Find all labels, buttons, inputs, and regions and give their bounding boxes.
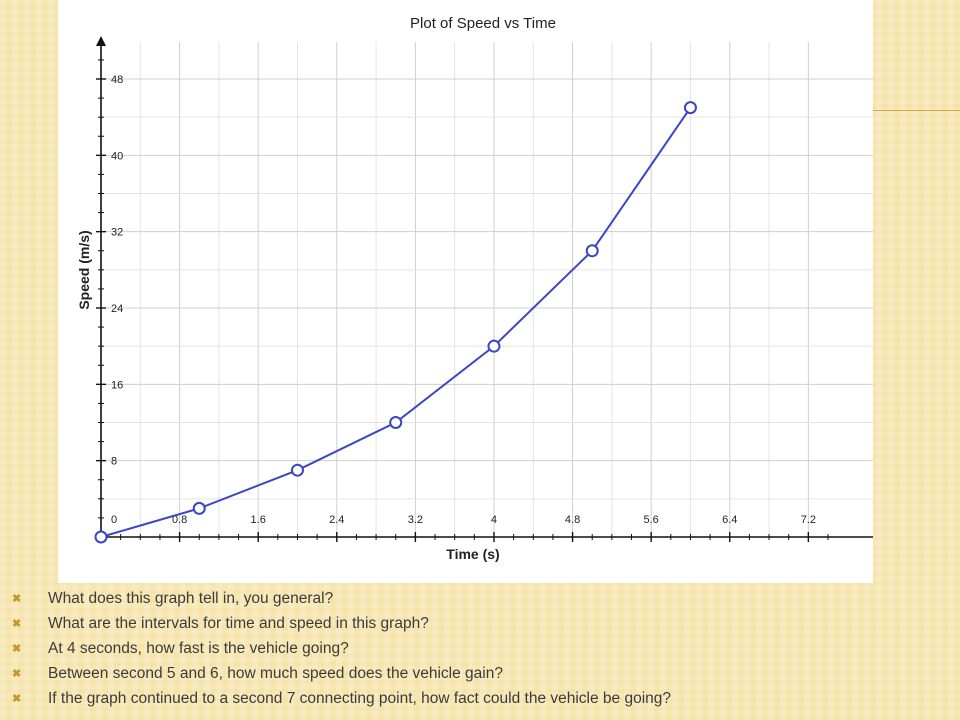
data-point <box>192 501 206 515</box>
y-tick-label: 8 <box>111 456 117 468</box>
question-list: ✖ What does this graph tell in, you gener… <box>10 586 950 711</box>
chart-title: Plot of Speed vs Time <box>410 15 556 32</box>
x-tick-label: 0.8 <box>172 514 187 526</box>
x-axis-label: Time (s) <box>446 546 499 562</box>
chart-panel: 0.8 1.6 2.4 3.2 4 4.8 5.6 6.4 7.2 0 8 16 24 32 40 48 Pl… <box>58 0 873 583</box>
y-axis-arrow-icon <box>96 36 106 46</box>
y-tick-label: 16 <box>111 379 123 391</box>
y-tick-label: 24 <box>111 303 123 315</box>
x-tick-label: 1.6 <box>251 514 266 526</box>
x-mark-icon: ✖ <box>12 593 22 605</box>
question-item: ✖ What does this graph tell in, you gener… <box>10 586 950 611</box>
question-text: At 4 seconds, how fast is the vehicle go… <box>48 639 349 657</box>
y-axis-label: Speed (m/s) <box>76 230 92 309</box>
grid <box>101 42 873 537</box>
x-mark-icon: ✖ <box>12 618 22 630</box>
data-point <box>94 530 108 544</box>
x-tick-label: 5.6 <box>644 514 659 526</box>
x-tick-label: 2.4 <box>329 514 344 526</box>
series <box>94 101 697 544</box>
x-tick-label: 6.4 <box>722 514 737 526</box>
question-item: ✖ What are the intervals for time and spe… <box>10 611 950 636</box>
y-tick-label: 40 <box>111 150 123 162</box>
question-text: What does this graph tell in, you genera… <box>48 589 334 607</box>
x-mark-icon: ✖ <box>12 643 22 655</box>
data-point <box>487 339 501 353</box>
y-tick-label: 48 <box>111 74 123 86</box>
data-point <box>683 101 697 115</box>
question-item: ✖ At 4 seconds, how fast is the vehicle g… <box>10 636 950 661</box>
question-item: ✖ Between second 5 and 6, how much speed … <box>10 661 950 686</box>
data-point <box>585 244 599 258</box>
question-item: ✖ If the graph continued to a second 7 co… <box>10 686 950 711</box>
question-text: What are the intervals for time and spee… <box>48 614 429 632</box>
y-tick-label: 32 <box>111 227 123 239</box>
series-line <box>100 107 692 538</box>
speed-time-chart: 0.8 1.6 2.4 3.2 4 4.8 5.6 6.4 7.2 0 8 16 24 32 40 48 Pl… <box>76 15 873 562</box>
x-tick-label: 7.2 <box>801 514 816 526</box>
x-tick-label: 3.2 <box>408 514 423 526</box>
axes: 0.8 1.6 2.4 3.2 4 4.8 5.6 6.4 7.2 0 8 16 24 32 40 48 <box>96 36 873 542</box>
decorative-line <box>870 110 960 111</box>
data-point <box>389 416 403 429</box>
data-point <box>290 463 304 477</box>
x-mark-icon: ✖ <box>12 668 22 680</box>
x-tick-label: 4 <box>491 514 497 526</box>
x-tick-label: 4.8 <box>565 514 580 526</box>
x-mark-icon: ✖ <box>12 693 22 705</box>
y-tick-label: 0 <box>111 514 117 526</box>
question-text: Between second 5 and 6, how much speed d… <box>48 664 503 682</box>
question-text: If the graph continued to a second 7 con… <box>48 689 672 707</box>
